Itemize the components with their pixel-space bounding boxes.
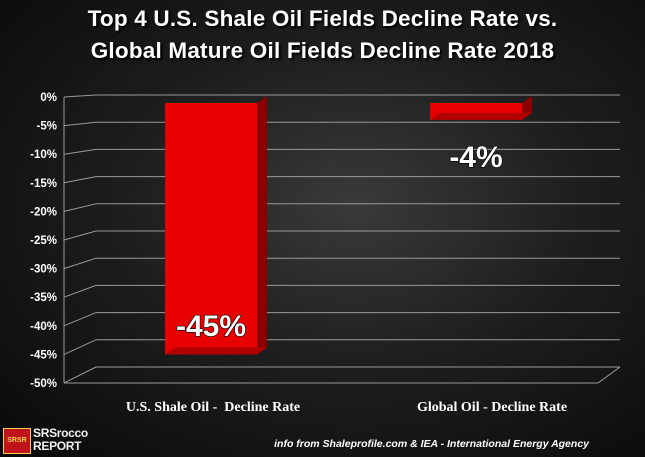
y-tick-label: -20% — [30, 206, 57, 218]
floor-right-edge — [597, 366, 621, 384]
logo-badge: SRSR — [3, 428, 31, 454]
gridline-side — [63, 176, 97, 184]
srsrocco-logo: SRSR SRSrocco REPORT — [3, 426, 121, 454]
logo-line-1: SRSrocco — [33, 426, 88, 440]
gridline-side — [63, 312, 97, 327]
y-tick-label: 0% — [40, 92, 57, 104]
y-tick-label: -50% — [30, 378, 57, 390]
chart-title-line-1: Top 4 U.S. Shale Oil Fields Decline Rate… — [87, 6, 558, 31]
gridline-side — [63, 94, 97, 98]
chart-title-line-2: Global Mature Oil Fields Decline Rate 20… — [90, 38, 555, 63]
gridline-side — [63, 121, 97, 127]
y-tick-label: -30% — [30, 264, 57, 276]
gridline-side — [63, 203, 97, 212]
gridline-side — [63, 230, 97, 241]
y-tick-label: -40% — [30, 321, 57, 333]
x-category-label: Global Oil - Decline Rate — [417, 400, 567, 415]
y-tick-label: -45% — [30, 349, 57, 361]
bar-bottom — [165, 347, 267, 355]
gridline-side — [63, 284, 97, 298]
gridline-side — [63, 366, 97, 384]
bar-bottom — [430, 112, 532, 120]
y-tick-label: -25% — [30, 235, 57, 247]
gridline-side — [63, 257, 97, 270]
y-tick-label: -15% — [30, 178, 57, 190]
source-note: info from Shaleprofile.com & IEA - Inter… — [274, 438, 589, 450]
y-tick-label: -10% — [30, 149, 57, 161]
logo-line-2: REPORT — [33, 439, 82, 453]
gridline-side — [63, 339, 97, 355]
x-category-label: U.S. Shale Oil - Decline Rate — [126, 400, 300, 415]
y-tick-label: -35% — [30, 292, 57, 304]
y-tick-label: -5% — [37, 121, 57, 133]
bar-side — [257, 96, 267, 355]
data-label: -45% — [176, 310, 246, 343]
gridline-side — [63, 148, 97, 155]
bar — [165, 103, 257, 355]
data-label: -4% — [449, 141, 502, 174]
